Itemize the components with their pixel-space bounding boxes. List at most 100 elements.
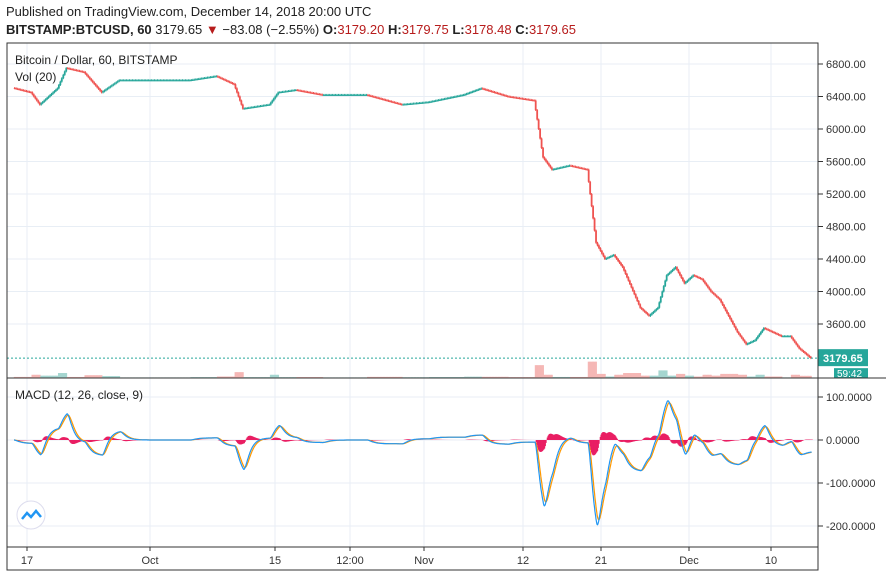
volume-bar	[465, 376, 468, 378]
signal-line	[14, 402, 812, 521]
macd-histogram-bar	[58, 439, 61, 440]
candle	[405, 104, 408, 106]
macd-histogram-bar	[77, 440, 79, 443]
high-value: 3179.75	[401, 22, 449, 37]
candle	[486, 89, 489, 91]
volume-bar	[731, 373, 734, 378]
macd-histogram-bar	[243, 440, 245, 444]
volume-bar	[496, 376, 499, 378]
volume-bar	[795, 374, 798, 378]
candle	[406, 104, 409, 106]
macd-histogram-bar	[248, 435, 251, 440]
candle	[247, 107, 250, 109]
volume-bar	[749, 376, 752, 378]
candle	[137, 80, 140, 82]
macd-histogram-bar	[246, 437, 248, 440]
macd-histogram-bar	[61, 437, 63, 440]
macd-histogram-bar	[637, 440, 640, 441]
volume-bar	[776, 376, 778, 378]
candle	[549, 165, 552, 168]
macd-histogram-bar	[284, 440, 286, 442]
macd-histogram-bar	[660, 435, 662, 440]
volume-bar	[603, 373, 606, 378]
candle	[233, 83, 235, 85]
macd-histogram-bar	[578, 440, 580, 441]
macd-histogram-bar	[108, 436, 110, 440]
volume-bar	[369, 376, 372, 378]
candle	[274, 96, 277, 99]
macd-histogram-bar	[550, 433, 552, 440]
candle	[428, 101, 431, 103]
macd-histogram-bar	[729, 440, 732, 442]
volume-bar	[693, 376, 696, 378]
macd-histogram-bar	[596, 440, 599, 452]
volume-title: Vol (20)	[15, 70, 56, 84]
macd-histogram-bar	[728, 440, 730, 442]
volume-bar	[471, 376, 474, 378]
candle	[211, 76, 213, 78]
macd-histogram-bar	[273, 437, 276, 440]
candle	[720, 299, 723, 303]
macd-histogram-bar	[490, 440, 493, 441]
candle	[702, 279, 705, 282]
volume-bar	[742, 374, 745, 378]
volume-bar	[16, 376, 19, 378]
volume-bar	[52, 375, 54, 378]
volume-bar	[643, 375, 646, 378]
candle	[415, 103, 418, 105]
volume-bar	[483, 376, 486, 378]
macd-histogram-bar	[235, 440, 237, 441]
macd-histogram-bar	[702, 440, 705, 442]
macd-histogram-bar	[236, 440, 239, 443]
candle	[299, 90, 302, 92]
volume-bar	[724, 373, 727, 378]
macd-histogram-bar	[36, 440, 39, 443]
last-price-badge	[818, 349, 868, 367]
macd-histogram-bar	[289, 440, 291, 442]
macd-histogram-bar	[598, 440, 600, 444]
candle	[417, 103, 419, 105]
volume-bar	[105, 376, 107, 378]
macd-histogram-bar	[551, 434, 553, 440]
candle	[612, 254, 615, 256]
volume-bar	[664, 370, 667, 378]
volume-bar	[565, 376, 568, 378]
candle	[449, 97, 452, 99]
volume-bar	[670, 375, 672, 378]
candle	[194, 79, 197, 81]
macd-histogram-bar	[485, 440, 488, 442]
macd-histogram-bar	[618, 440, 620, 441]
volume-bar	[562, 376, 565, 378]
macd-histogram-bar	[590, 440, 593, 453]
candle	[362, 94, 365, 96]
countdown-label: 59:42	[837, 369, 862, 380]
candle	[289, 90, 291, 92]
candle	[102, 91, 104, 93]
candle	[55, 89, 57, 92]
volume-bar	[807, 375, 809, 378]
volume-bar	[611, 376, 614, 378]
volume-bar	[630, 373, 633, 378]
volume-bar	[397, 376, 400, 378]
candle	[745, 342, 748, 345]
candle	[121, 80, 124, 82]
macd-histogram-bar	[105, 437, 107, 440]
macd-histogram-bar	[676, 440, 679, 444]
macd-histogram-bar	[106, 436, 109, 440]
macd-histogram-bar	[760, 437, 762, 440]
macd-histogram-bar	[56, 439, 59, 440]
candle	[175, 80, 178, 82]
candle	[777, 334, 780, 336]
volume-bar	[767, 376, 770, 378]
candle	[231, 82, 234, 84]
volume-bar	[568, 376, 571, 378]
candle	[621, 265, 624, 268]
volume-bar	[677, 373, 680, 378]
candle	[146, 80, 149, 82]
macd-histogram-bar	[287, 440, 290, 442]
macd-histogram-bar	[228, 440, 231, 441]
volume-bar	[480, 376, 483, 378]
macd-histogram-bar	[41, 439, 44, 440]
low-value: 3178.48	[464, 22, 512, 37]
